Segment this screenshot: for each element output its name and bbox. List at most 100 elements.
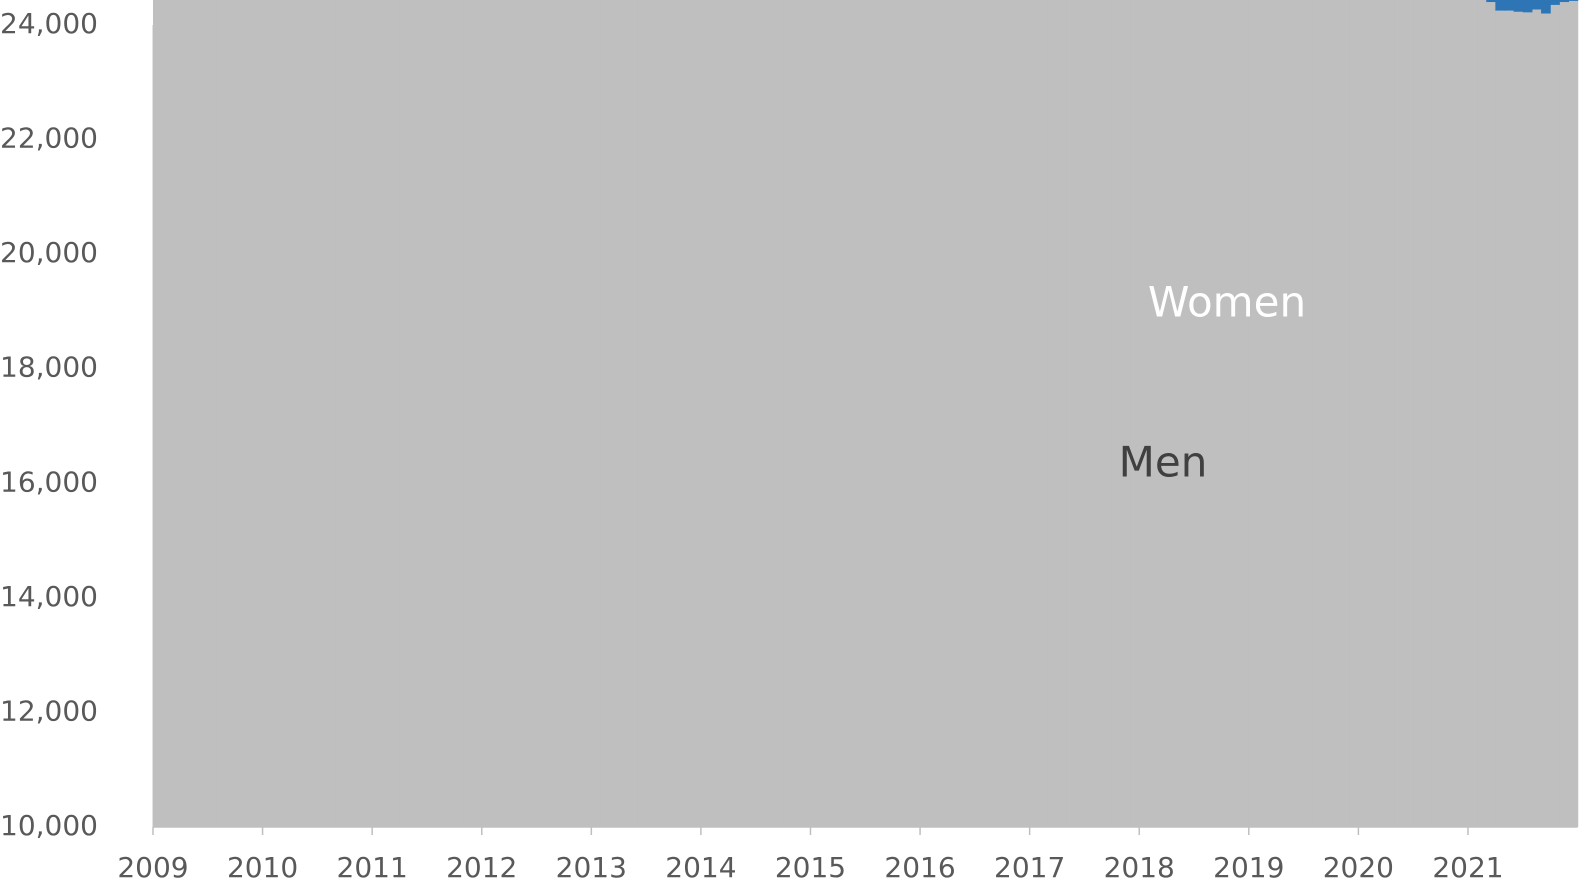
area-step: [271, 0, 282, 827]
area-step: [874, 0, 885, 828]
area-step: [783, 0, 793, 827]
y-tick-label: 18,000: [0, 351, 98, 384]
area-step: [1340, 0, 1350, 828]
area-step: [162, 0, 172, 828]
area-step: [1550, 4, 1560, 827]
area-step: [399, 0, 410, 828]
y-tick-label: 24,000: [0, 7, 98, 40]
area-step: [226, 0, 236, 827]
area-step: [983, 0, 994, 827]
y-tick-label: 12,000: [0, 694, 98, 727]
area-step: [1139, 0, 1149, 828]
x-tick-label: 2020: [1323, 851, 1394, 884]
area-step: [1020, 0, 1031, 827]
area-step: [1495, 10, 1506, 827]
area-step: [445, 0, 455, 827]
area-step: [810, 0, 821, 827]
area-step: [426, 0, 437, 827]
area-step: [481, 0, 492, 828]
area-step: [189, 0, 200, 828]
area-step: [1568, 0, 1579, 827]
area-step: [1431, 0, 1442, 827]
y-tick-label: 22,000: [0, 122, 98, 155]
area-step: [1212, 0, 1223, 828]
area-step: [1066, 0, 1076, 828]
area-step: [1404, 0, 1414, 827]
area-step: [737, 0, 748, 827]
area-step: [828, 0, 839, 827]
area-step: [1175, 0, 1186, 827]
x-tick-label: 2009: [117, 851, 188, 884]
area-step: [536, 0, 547, 828]
area-step: [883, 0, 894, 828]
area-step: [1276, 0, 1286, 827]
area-step: [801, 0, 812, 827]
area-step: [289, 0, 300, 827]
area-step: [1376, 0, 1387, 828]
area-step: [1057, 0, 1067, 828]
area-step: [1358, 0, 1369, 828]
area-step: [180, 0, 191, 828]
area-step: [490, 0, 501, 827]
x-tick-label: 2018: [1104, 851, 1175, 884]
area-step: [1166, 0, 1177, 828]
area-step: [1257, 0, 1268, 827]
area-step: [344, 0, 355, 827]
area-step: [1568, 0, 1579, 1]
area-step: [1084, 0, 1095, 828]
area-step: [846, 0, 857, 828]
area-step: [436, 0, 446, 827]
area-step: [1513, 0, 1524, 12]
area-step: [1394, 0, 1405, 827]
area-step: [1541, 0, 1551, 14]
area-step: [335, 0, 346, 827]
area-step: [1349, 0, 1359, 827]
area-step: [1157, 0, 1168, 827]
area-step: [929, 0, 939, 827]
area-step: [1011, 0, 1022, 828]
area-step: [910, 0, 921, 827]
x-tick-label: 2013: [556, 851, 627, 884]
area-step: [609, 0, 620, 828]
area-step: [153, 0, 163, 827]
area-step: [1285, 0, 1296, 827]
area-step: [308, 0, 318, 828]
area-step: [1449, 0, 1460, 828]
y-tick-label: 16,000: [0, 465, 98, 498]
area-step: [1239, 0, 1250, 828]
area-step: [253, 0, 264, 827]
areas: [153, 0, 1579, 828]
area-step: [901, 0, 912, 827]
area-step: [764, 0, 775, 827]
area-step: [1321, 0, 1332, 827]
area-step: [472, 0, 483, 828]
area-step: [728, 0, 738, 828]
area-step: [993, 0, 1003, 828]
area-step: [527, 0, 538, 827]
men-label: Men: [1119, 438, 1208, 487]
area-step: [627, 0, 638, 828]
x-tick-label: 2015: [775, 851, 846, 884]
area-step: [573, 0, 583, 828]
area-step: [1130, 0, 1140, 827]
area-step: [865, 0, 875, 827]
area-step: [563, 0, 574, 827]
area-step: [1047, 0, 1058, 827]
area-step: [1093, 0, 1104, 827]
area-step: [1513, 11, 1524, 828]
area-step: [463, 0, 474, 827]
area-step: [956, 0, 967, 827]
x-tick-label: 2011: [337, 851, 408, 884]
area-step: [819, 0, 830, 828]
area-step: [746, 0, 757, 827]
area-step: [1550, 0, 1560, 5]
area-step: [408, 0, 419, 827]
area-step: [207, 0, 218, 828]
x-tick-label: 2016: [884, 851, 955, 884]
area-step: [1230, 0, 1241, 827]
area-step: [618, 0, 629, 827]
area-step: [1559, 2, 1570, 828]
area-step: [317, 0, 328, 827]
area-step: [792, 0, 802, 828]
